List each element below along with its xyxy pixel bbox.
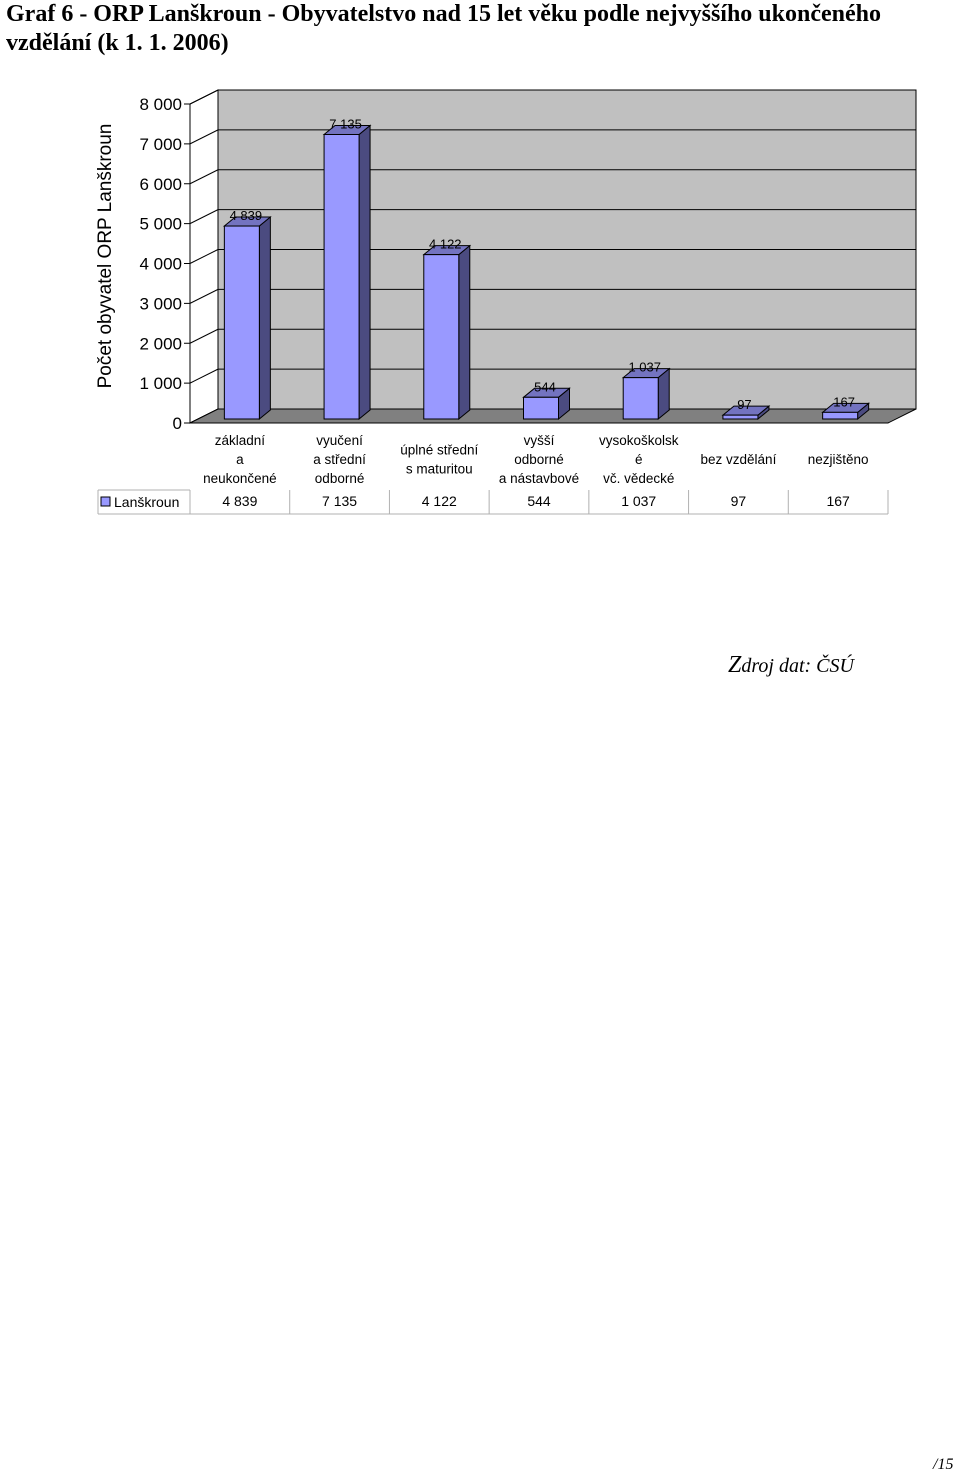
category-label: a nástavbové (499, 471, 579, 486)
bar-side (358, 124, 371, 421)
bar-value-label: 4 122 (429, 237, 462, 252)
chart-walls (189, 89, 917, 424)
bar (622, 377, 659, 420)
bar-side (258, 215, 271, 421)
table-value: 544 (527, 493, 551, 509)
category-label: bez vzdělání (701, 452, 777, 467)
category-label: odborné (514, 452, 564, 467)
bar-value-label: 97 (737, 397, 751, 412)
category-label: a (236, 452, 244, 467)
bar-side (458, 244, 471, 421)
table-value: 97 (731, 493, 747, 509)
bar-value-label: 4 839 (230, 208, 263, 223)
category-label: a střední (313, 452, 366, 467)
y-tick-label: 7 000 (139, 135, 182, 154)
legend-series-name: Lanškroun (114, 494, 179, 510)
category-label: s maturitou (406, 462, 473, 477)
legend-key (100, 496, 111, 507)
gridline-diagonal (189, 89, 219, 105)
source-note-initial: Z (728, 652, 742, 678)
y-axis-ticks: 0 1 000 2 000 3 000 4 000 5 000 6 000 7 000 8 00… (139, 95, 191, 433)
bar-chart: 0 1 000 2 000 3 000 4 000 5 000 6 000 7 000 8 00… (95, 89, 917, 515)
y-tick-label: 2 000 (139, 334, 182, 353)
y-tick-label: 6 000 (139, 175, 182, 194)
category-label: vysokoškolsk (599, 433, 679, 448)
bar (822, 411, 859, 420)
page-number-slash: / (933, 1456, 938, 1473)
category-label: é (635, 452, 643, 467)
category-label: vč. vědecké (603, 471, 674, 486)
data-table: Lanškroun 4 839 7 135 4 122 544 1 037 97 167 (97, 489, 889, 515)
y-axis-label: Počet obyvatel ORP Lanškroun (95, 124, 116, 389)
chart-bars: 4 839 7 135 4 122 544 1 037 97 167 (222, 116, 871, 421)
source-note: Zdroj dat: ČSÚ (728, 652, 854, 679)
gridline-diagonal (189, 249, 219, 264)
category-label: vyšší (524, 433, 555, 448)
category-label: nezjištěno (808, 452, 869, 467)
gridline-diagonal (189, 328, 219, 344)
table-value: 7 135 (322, 493, 357, 509)
table-value: 167 (826, 493, 850, 509)
category-label: základní (215, 433, 266, 448)
bar (523, 396, 559, 420)
gridline-diagonal (189, 288, 219, 304)
table-value: 4 122 (422, 493, 457, 509)
category-label: vyučení (316, 433, 363, 448)
y-tick-label: 8 000 (139, 95, 182, 114)
y-tick-label: 1 000 (139, 374, 182, 393)
source-note-text: droj dat: ČSÚ (741, 655, 854, 677)
page-number: /15 (933, 1456, 953, 1474)
table-value: 4 839 (222, 493, 257, 509)
gridline-diagonal (189, 368, 219, 384)
y-tick-label: 3 000 (139, 294, 182, 313)
bar-value-label: 7 135 (329, 116, 362, 131)
gridline-diagonal (189, 169, 219, 185)
bar (722, 414, 759, 420)
y-tick-label: 0 (173, 414, 182, 433)
y-tick-label: 5 000 (139, 215, 182, 234)
gridline-diagonal (189, 129, 219, 145)
y-tick-label: 4 000 (139, 255, 182, 274)
bar (223, 225, 260, 420)
page-title: Graf 6 - ORP Lanškroun - Obyvatelstvo na… (6, 1, 882, 56)
category-label: odborné (315, 471, 365, 486)
category-label: neukončené (203, 471, 277, 486)
category-label: úplné střední (400, 443, 478, 458)
x-axis-categories: základní a neukončené vyučení a střední odbor… (203, 433, 868, 486)
table-value: 1 037 (621, 493, 656, 509)
bar-value-label: 1 037 (628, 360, 661, 375)
bar-value-label: 544 (534, 379, 556, 394)
gridline-diagonal (189, 209, 219, 225)
bar-value-label: 167 (833, 394, 855, 409)
bar (323, 133, 360, 420)
bar (423, 254, 460, 420)
page-number-value: 15 (937, 1456, 954, 1473)
